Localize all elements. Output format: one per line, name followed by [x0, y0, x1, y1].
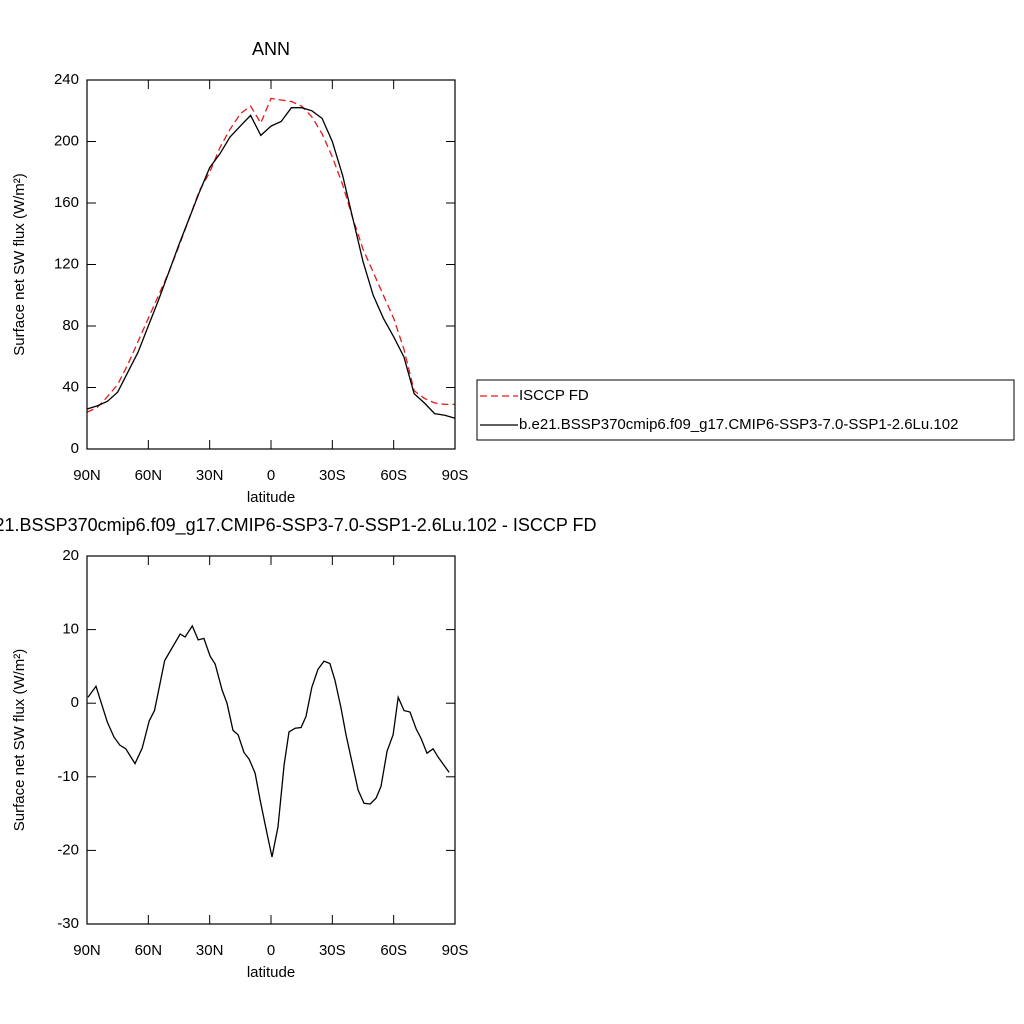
x-axis-label: latitude: [247, 964, 295, 981]
y-tick-label: 40: [62, 378, 79, 395]
legend-label: ISCCP FD: [519, 387, 589, 404]
data-line: [86, 107, 456, 419]
plot-frame: [86, 555, 456, 925]
x-tick-label: 60N: [135, 467, 163, 484]
x-tick-label: 0: [267, 467, 275, 484]
x-tick-label: 30S: [319, 467, 346, 484]
y-tick-label: 0: [71, 694, 79, 711]
x-tick-label: 90S: [442, 942, 469, 959]
x-axis-label: latitude: [247, 489, 295, 506]
legend: ISCCP FD b.e21.BSSP370cmip6.f09_g17.CMIP6…: [476, 379, 1015, 441]
legend-label: b.e21.BSSP370cmip6.f09_g17.CMIP6-SSP3-7.…: [519, 416, 958, 433]
x-tick-label: 90N: [73, 467, 101, 484]
plot-frame: [86, 79, 456, 450]
y-tick-label: 20: [62, 547, 79, 564]
y-axis-label: Surface net SW flux (W/m²): [11, 649, 28, 832]
y-tick-label: -10: [57, 768, 79, 785]
y-axis-label: Surface net SW flux (W/m²): [11, 173, 28, 356]
y-tick-label: 160: [54, 194, 79, 211]
y-tick-label: 120: [54, 255, 79, 272]
y-tick-label: 80: [62, 317, 79, 334]
y-tick-label: -30: [57, 915, 79, 932]
y-tick-label: 200: [54, 132, 79, 149]
x-tick-label: 30S: [319, 942, 346, 959]
x-tick-label: 0: [267, 942, 275, 959]
chart-title: b.e21.BSSP370cmip6.f09_g17.CMIP6-SSP3-7.…: [0, 515, 597, 536]
y-tick-label: 0: [71, 440, 79, 457]
data-line: [87, 624, 450, 858]
legend-box: [476, 379, 1015, 441]
chart-title: ANN: [252, 39, 290, 59]
data-line: [86, 97, 455, 413]
x-tick-label: 90S: [442, 467, 469, 484]
x-tick-label: 60N: [135, 942, 163, 959]
x-tick-label: 30N: [196, 942, 224, 959]
x-tick-label: 60S: [380, 942, 407, 959]
x-tick-label: 30N: [196, 467, 224, 484]
x-tick-label: 60S: [380, 467, 407, 484]
y-tick-label: 240: [54, 71, 79, 88]
y-tick-label: -20: [57, 841, 79, 858]
y-tick-label: 10: [62, 621, 79, 638]
x-tick-label: 90N: [73, 942, 101, 959]
